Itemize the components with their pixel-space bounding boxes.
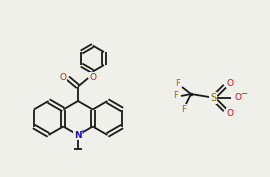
- Text: O: O: [235, 93, 241, 102]
- Text: +: +: [80, 129, 85, 135]
- Text: F: F: [176, 79, 180, 87]
- Text: O: O: [90, 73, 97, 82]
- Text: −: −: [241, 90, 248, 98]
- Text: S: S: [210, 93, 216, 103]
- Text: O: O: [227, 109, 234, 118]
- Text: F: F: [174, 92, 178, 101]
- Text: O: O: [59, 73, 66, 82]
- Text: N: N: [74, 130, 82, 139]
- Text: O: O: [227, 79, 234, 87]
- Text: F: F: [181, 104, 187, 113]
